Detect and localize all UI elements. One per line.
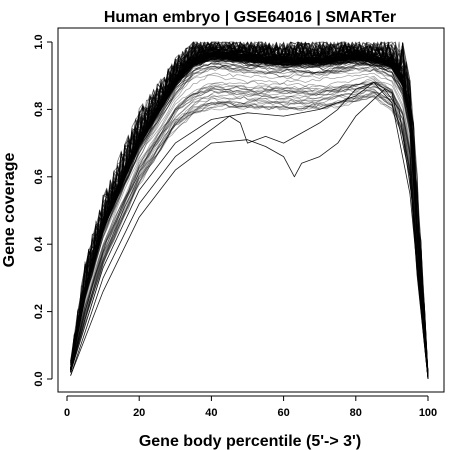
outlier-curves	[70, 82, 429, 380]
y-axis-label: Gene coverage	[1, 153, 18, 268]
coverage-line	[70, 65, 429, 377]
y-axis: 0.0 0.2 0.4 0.6 0.8 1.0	[33, 34, 53, 387]
x-tick-label: 20	[133, 407, 145, 419]
coverage-line	[70, 82, 429, 378]
coverage-line	[70, 92, 429, 379]
coverage-line	[70, 80, 429, 379]
coverage-line	[70, 63, 429, 377]
coverage-line	[70, 95, 429, 379]
coverage-line	[70, 82, 429, 379]
y-tick-label: 1.0	[33, 34, 45, 49]
outlier-coverage-line	[70, 88, 429, 380]
coverage-line	[70, 56, 429, 377]
coverage-line	[70, 90, 429, 379]
chart-title: Human embryo | GSE64016 | SMARTer	[104, 9, 396, 26]
coverage-line	[70, 90, 429, 379]
coverage-line	[70, 66, 429, 377]
x-axis-label: Gene body percentile (5'-> 3')	[139, 433, 361, 450]
outlier-coverage-line	[70, 82, 429, 380]
coverage-line	[70, 56, 429, 376]
coverage-line	[70, 77, 429, 378]
x-tick-label: 100	[419, 407, 437, 419]
y-tick-label: 0.6	[33, 169, 45, 184]
coverage-line	[70, 94, 429, 380]
coverage-line	[70, 89, 429, 379]
y-tick-label: 0.2	[33, 304, 45, 319]
outlier-coverage-line	[70, 82, 429, 380]
y-tick-label: 0.0	[33, 371, 45, 386]
coverage-line	[70, 83, 429, 379]
coverage-line	[70, 72, 429, 377]
coverage-line	[70, 56, 429, 376]
coverage-line	[70, 85, 429, 378]
coverage-line	[70, 62, 429, 377]
x-tick-label: 60	[277, 407, 289, 419]
coverage-line	[70, 75, 429, 378]
coverage-line	[70, 93, 429, 379]
coverage-line	[70, 65, 429, 377]
coverage-line	[70, 85, 429, 378]
x-tick-label: 80	[350, 407, 362, 419]
coverage-line	[70, 85, 429, 378]
coverage-line	[70, 81, 429, 378]
plot-frame	[57, 27, 445, 393]
coverage-line	[70, 78, 429, 379]
x-axis: 0 20 40 60 80 100	[64, 395, 437, 419]
x-tick-label: 40	[205, 407, 217, 419]
coverage-line	[70, 96, 429, 380]
y-tick-label: 0.8	[33, 102, 45, 117]
coverage-line	[70, 83, 429, 378]
x-tick-label: 0	[64, 407, 70, 419]
coverage-line	[70, 69, 429, 377]
coverage-line	[70, 88, 429, 379]
coverage-line	[70, 91, 429, 379]
coverage-line	[70, 62, 429, 377]
coverage-line	[70, 62, 429, 377]
y-tick-label: 0.4	[33, 236, 45, 252]
coverage-line	[70, 95, 429, 379]
coverage-line	[70, 65, 429, 377]
coverage-line	[70, 89, 429, 379]
coverage-curves	[70, 41, 429, 380]
